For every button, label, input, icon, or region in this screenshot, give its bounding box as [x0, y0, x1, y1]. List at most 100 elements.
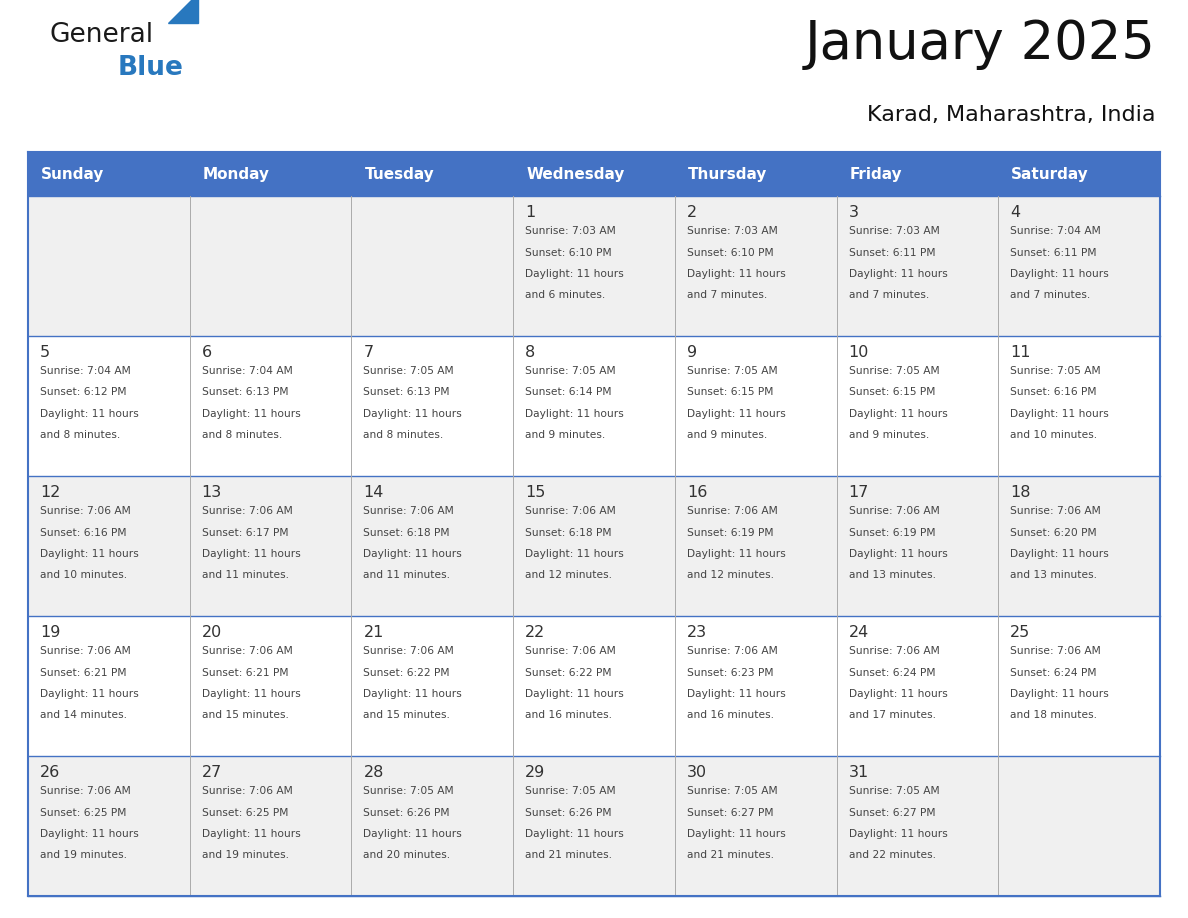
- Text: Daylight: 11 hours: Daylight: 11 hours: [525, 269, 624, 279]
- Text: Sunset: 6:21 PM: Sunset: 6:21 PM: [40, 667, 126, 677]
- Text: and 13 minutes.: and 13 minutes.: [1010, 570, 1098, 580]
- Text: Sunset: 6:14 PM: Sunset: 6:14 PM: [525, 387, 612, 397]
- Text: Sunset: 6:10 PM: Sunset: 6:10 PM: [687, 248, 773, 258]
- Text: Karad, Maharashtra, India: Karad, Maharashtra, India: [867, 105, 1156, 125]
- Text: Sunrise: 7:06 AM: Sunrise: 7:06 AM: [848, 506, 940, 516]
- Text: Daylight: 11 hours: Daylight: 11 hours: [687, 689, 785, 699]
- Text: Sunrise: 7:06 AM: Sunrise: 7:06 AM: [525, 506, 615, 516]
- Text: Wednesday: Wednesday: [526, 166, 625, 182]
- Text: 16: 16: [687, 485, 707, 500]
- Text: Daylight: 11 hours: Daylight: 11 hours: [202, 829, 301, 839]
- Text: 8: 8: [525, 345, 536, 360]
- Text: Sunset: 6:13 PM: Sunset: 6:13 PM: [202, 387, 289, 397]
- Text: Sunrise: 7:06 AM: Sunrise: 7:06 AM: [525, 646, 615, 656]
- Text: General: General: [50, 22, 154, 48]
- Text: 3: 3: [848, 205, 859, 220]
- Text: 4: 4: [1010, 205, 1020, 220]
- Bar: [29, 196, 1159, 336]
- Text: Sunrise: 7:05 AM: Sunrise: 7:05 AM: [1010, 366, 1101, 376]
- Text: Monday: Monday: [203, 166, 270, 182]
- Text: Sunrise: 7:03 AM: Sunrise: 7:03 AM: [687, 226, 778, 236]
- Text: 19: 19: [40, 625, 61, 640]
- Text: 1: 1: [525, 205, 536, 220]
- Text: Daylight: 11 hours: Daylight: 11 hours: [40, 409, 139, 419]
- Text: 10: 10: [848, 345, 868, 360]
- Text: and 7 minutes.: and 7 minutes.: [1010, 290, 1091, 300]
- Text: Daylight: 11 hours: Daylight: 11 hours: [848, 269, 947, 279]
- Text: Saturday: Saturday: [1011, 166, 1089, 182]
- Bar: [29, 616, 1159, 756]
- Text: and 8 minutes.: and 8 minutes.: [40, 431, 120, 441]
- Text: and 21 minutes.: and 21 minutes.: [687, 850, 773, 860]
- Text: and 21 minutes.: and 21 minutes.: [525, 850, 612, 860]
- Text: and 19 minutes.: and 19 minutes.: [40, 850, 127, 860]
- Text: Daylight: 11 hours: Daylight: 11 hours: [364, 689, 462, 699]
- Text: Daylight: 11 hours: Daylight: 11 hours: [1010, 549, 1110, 559]
- Text: Sunset: 6:19 PM: Sunset: 6:19 PM: [687, 528, 773, 538]
- Text: and 9 minutes.: and 9 minutes.: [525, 431, 606, 441]
- Text: Sunrise: 7:05 AM: Sunrise: 7:05 AM: [364, 786, 454, 796]
- Text: Friday: Friday: [849, 166, 902, 182]
- Text: 15: 15: [525, 485, 545, 500]
- Text: Sunset: 6:11 PM: Sunset: 6:11 PM: [1010, 248, 1097, 258]
- Text: Sunset: 6:10 PM: Sunset: 6:10 PM: [525, 248, 612, 258]
- Text: Sunset: 6:21 PM: Sunset: 6:21 PM: [202, 667, 289, 677]
- Text: Sunset: 6:13 PM: Sunset: 6:13 PM: [364, 387, 450, 397]
- Text: Sunday: Sunday: [42, 166, 105, 182]
- Text: Sunset: 6:18 PM: Sunset: 6:18 PM: [525, 528, 612, 538]
- Text: Sunset: 6:27 PM: Sunset: 6:27 PM: [687, 808, 773, 818]
- Text: Sunset: 6:15 PM: Sunset: 6:15 PM: [687, 387, 773, 397]
- Text: Sunrise: 7:06 AM: Sunrise: 7:06 AM: [202, 646, 292, 656]
- Text: and 8 minutes.: and 8 minutes.: [364, 431, 443, 441]
- Bar: [29, 152, 1159, 196]
- Text: Daylight: 11 hours: Daylight: 11 hours: [848, 689, 947, 699]
- Text: Daylight: 11 hours: Daylight: 11 hours: [1010, 689, 1110, 699]
- Bar: [29, 756, 1159, 896]
- Text: Sunset: 6:24 PM: Sunset: 6:24 PM: [848, 667, 935, 677]
- Polygon shape: [168, 0, 198, 23]
- Text: and 22 minutes.: and 22 minutes.: [848, 850, 936, 860]
- Text: and 19 minutes.: and 19 minutes.: [202, 850, 289, 860]
- Text: Daylight: 11 hours: Daylight: 11 hours: [525, 409, 624, 419]
- Text: Sunrise: 7:06 AM: Sunrise: 7:06 AM: [1010, 646, 1101, 656]
- Text: and 15 minutes.: and 15 minutes.: [202, 711, 289, 721]
- Text: and 10 minutes.: and 10 minutes.: [40, 570, 127, 580]
- Bar: [29, 476, 1159, 616]
- Text: Daylight: 11 hours: Daylight: 11 hours: [1010, 269, 1110, 279]
- Text: and 17 minutes.: and 17 minutes.: [848, 711, 936, 721]
- Text: Daylight: 11 hours: Daylight: 11 hours: [364, 829, 462, 839]
- Text: 21: 21: [364, 625, 384, 640]
- Text: Daylight: 11 hours: Daylight: 11 hours: [1010, 409, 1110, 419]
- Text: Sunset: 6:25 PM: Sunset: 6:25 PM: [202, 808, 287, 818]
- Text: Daylight: 11 hours: Daylight: 11 hours: [525, 549, 624, 559]
- Text: and 6 minutes.: and 6 minutes.: [525, 290, 606, 300]
- Text: Sunset: 6:23 PM: Sunset: 6:23 PM: [687, 667, 773, 677]
- Text: 22: 22: [525, 625, 545, 640]
- Text: 18: 18: [1010, 485, 1031, 500]
- Text: Daylight: 11 hours: Daylight: 11 hours: [364, 549, 462, 559]
- Text: 11: 11: [1010, 345, 1031, 360]
- Text: and 18 minutes.: and 18 minutes.: [1010, 711, 1098, 721]
- Text: Sunset: 6:27 PM: Sunset: 6:27 PM: [848, 808, 935, 818]
- Text: Daylight: 11 hours: Daylight: 11 hours: [525, 829, 624, 839]
- Text: 12: 12: [40, 485, 61, 500]
- Text: Sunset: 6:16 PM: Sunset: 6:16 PM: [1010, 387, 1097, 397]
- Text: Sunrise: 7:06 AM: Sunrise: 7:06 AM: [848, 646, 940, 656]
- Text: 24: 24: [848, 625, 868, 640]
- Text: Daylight: 11 hours: Daylight: 11 hours: [202, 549, 301, 559]
- Text: Sunset: 6:16 PM: Sunset: 6:16 PM: [40, 528, 126, 538]
- Text: 2: 2: [687, 205, 697, 220]
- Text: Tuesday: Tuesday: [365, 166, 434, 182]
- Text: 31: 31: [848, 765, 868, 780]
- Text: and 12 minutes.: and 12 minutes.: [525, 570, 612, 580]
- Text: and 13 minutes.: and 13 minutes.: [848, 570, 936, 580]
- Text: Daylight: 11 hours: Daylight: 11 hours: [687, 549, 785, 559]
- Text: Sunset: 6:22 PM: Sunset: 6:22 PM: [364, 667, 450, 677]
- Text: and 9 minutes.: and 9 minutes.: [848, 431, 929, 441]
- Text: 30: 30: [687, 765, 707, 780]
- Text: Sunrise: 7:04 AM: Sunrise: 7:04 AM: [202, 366, 292, 376]
- Text: and 9 minutes.: and 9 minutes.: [687, 431, 767, 441]
- Text: 17: 17: [848, 485, 868, 500]
- Text: Sunrise: 7:05 AM: Sunrise: 7:05 AM: [364, 366, 454, 376]
- Text: Sunset: 6:26 PM: Sunset: 6:26 PM: [364, 808, 450, 818]
